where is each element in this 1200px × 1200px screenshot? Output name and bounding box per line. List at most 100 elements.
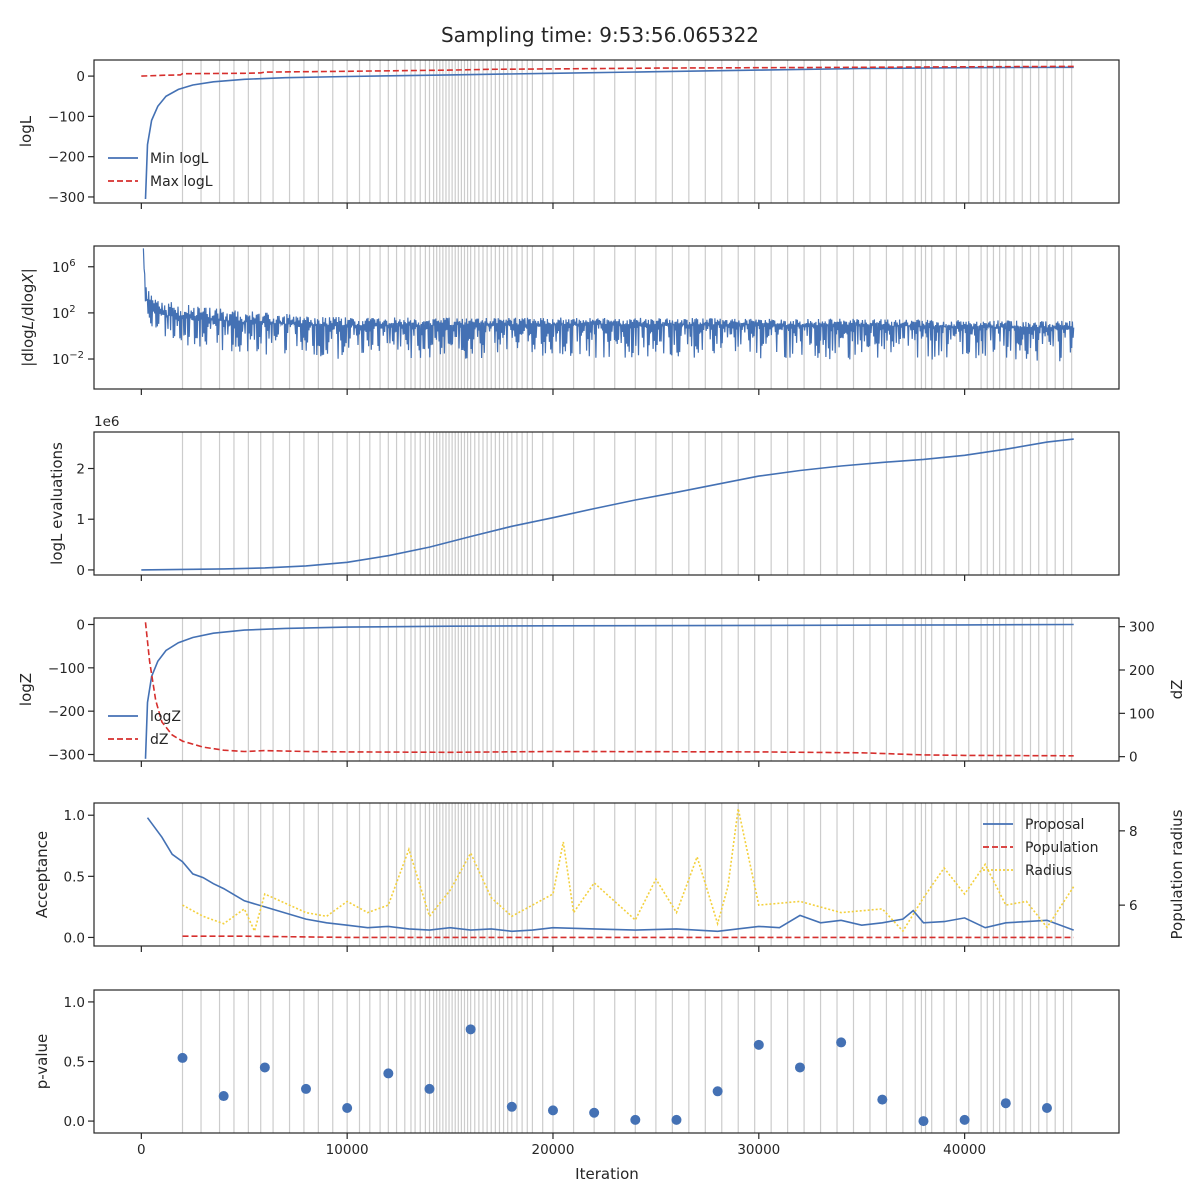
data-point	[836, 1037, 847, 1048]
series-line	[146, 817, 1074, 933]
y-tick-label: 0.0	[64, 1114, 85, 1130]
data-point	[589, 1107, 600, 1118]
y-tick-label: −300	[48, 748, 85, 764]
data-point	[918, 1116, 929, 1127]
data-point	[218, 1091, 229, 1102]
plot-area	[141, 432, 1074, 575]
data-point	[630, 1114, 641, 1125]
data-point	[671, 1114, 682, 1125]
legend-label: logZ	[150, 709, 181, 725]
y2-tick-label: 6	[1129, 898, 1138, 914]
insertion-lines	[181, 618, 1073, 761]
y2-tick-label: 8	[1129, 824, 1138, 840]
y2-tick-label: 0	[1129, 750, 1138, 766]
series-line	[182, 935, 1074, 939]
insertion-lines	[181, 990, 1073, 1133]
data-point	[877, 1094, 888, 1105]
panel-logz: 0 −100 −200 −300 300 200 100 0 dZ logZ logZ dZ	[17, 617, 1186, 767]
data-point	[1000, 1098, 1011, 1109]
data-point	[259, 1062, 270, 1073]
plot-area	[141, 60, 1074, 203]
legend-label: Proposal	[1025, 817, 1084, 833]
plot-frame	[93, 245, 1120, 390]
y-tick-label: −100	[48, 661, 85, 677]
insertion-lines	[181, 60, 1073, 203]
plot-frame	[93, 802, 1120, 947]
insertion-lines	[181, 246, 1073, 389]
data-point	[794, 1062, 805, 1073]
series-line	[182, 808, 1075, 934]
y-axis-label: |dlogL/dlogX|	[19, 268, 37, 367]
x-tick-label: 30000	[737, 1142, 780, 1158]
plot-area	[142, 246, 1075, 389]
x-tick-label: 40000	[943, 1142, 986, 1158]
y-tick-label: 10−2	[52, 350, 84, 368]
data-point	[465, 1024, 476, 1035]
y-tick-label: 1.0	[64, 808, 85, 824]
data-point	[547, 1105, 558, 1116]
panel-acceptance: 0.0 0.5 1.0 6 8 Population radius Acceptance Pr…	[33, 802, 1186, 952]
y2-axis-label: Population radius	[1168, 809, 1186, 939]
plot-frame	[93, 617, 1120, 762]
legend-label: Max logL	[150, 174, 213, 190]
x-tick-label: 10000	[326, 1142, 369, 1158]
data-point	[177, 1052, 188, 1063]
y-tick-label: 1.0	[64, 995, 85, 1011]
panel-logl: 0 −100 −200 −300 logL Min logL Max logL	[17, 59, 1120, 209]
x-axis-label: Iteration	[575, 1165, 639, 1183]
plot-frame	[93, 59, 1120, 204]
data-point	[753, 1039, 764, 1050]
legend-label: Radius	[1025, 863, 1072, 879]
y-tick-exponent: −2	[69, 350, 84, 361]
y-tick-label: 1	[76, 512, 85, 528]
data-point	[712, 1086, 723, 1097]
y-tick-label: −100	[48, 109, 85, 125]
y-axis-label: p-value	[33, 1034, 51, 1090]
y-axis-label: logL	[17, 115, 35, 147]
legend: Proposal Population Radius	[983, 817, 1099, 879]
legend-label: dZ	[150, 732, 168, 748]
y-tick-label: 0.0	[64, 930, 85, 946]
y-axis-label: logL evaluations	[48, 442, 66, 565]
insertion-lines	[181, 803, 1073, 946]
y-tick-label: 0.5	[64, 1055, 85, 1071]
legend: logZ dZ	[108, 709, 181, 748]
series-line	[142, 248, 1075, 362]
series-line	[144, 66, 1074, 200]
y-offset-label: 1e6	[94, 414, 119, 430]
data-point	[959, 1114, 970, 1125]
plot-area	[146, 803, 1075, 946]
y-tick-label: 106	[52, 258, 76, 276]
y-axis-label-part: X	[19, 273, 37, 285]
y-tick-label: 0	[76, 563, 85, 579]
y-tick-label: −300	[48, 190, 85, 206]
plot-area	[144, 618, 1074, 761]
data-point	[506, 1101, 517, 1112]
y-tick-label: 2	[76, 462, 85, 478]
panel-logl-evaluations: 0 1 2 logL evaluations 1e6	[48, 414, 1120, 581]
y-tick-label: 0.5	[64, 869, 85, 885]
figure-title: Sampling time: 9:53:56.065322	[441, 23, 759, 47]
y-tick-exponent: 2	[69, 304, 75, 315]
legend-label: Population	[1025, 840, 1099, 856]
y-axis-label-part: log	[19, 284, 37, 307]
y-axis-label-part: |	[19, 268, 37, 273]
plot-frame	[93, 989, 1120, 1134]
y-axis-label: Acceptance	[33, 831, 51, 918]
y2-axis-label: dZ	[1168, 680, 1186, 700]
plot-area	[177, 990, 1073, 1133]
y-axis-label: logZ	[17, 673, 35, 706]
panel-p-value: 0 10000 20000 30000 40000 0.0 0.5 1.0 p-value	[33, 989, 1120, 1158]
y2-tick-label: 300	[1129, 620, 1155, 636]
series-line	[141, 65, 1074, 77]
legend-label: Min logL	[150, 151, 209, 167]
y-tick-label: −200	[48, 704, 85, 720]
legend: Min logL Max logL	[108, 151, 213, 190]
plot-frame	[93, 431, 1120, 576]
y-axis-label-part: /d	[19, 306, 37, 321]
series-line	[141, 438, 1074, 571]
y2-tick-label: 200	[1129, 663, 1155, 679]
y-tick-label: 0	[76, 618, 85, 634]
